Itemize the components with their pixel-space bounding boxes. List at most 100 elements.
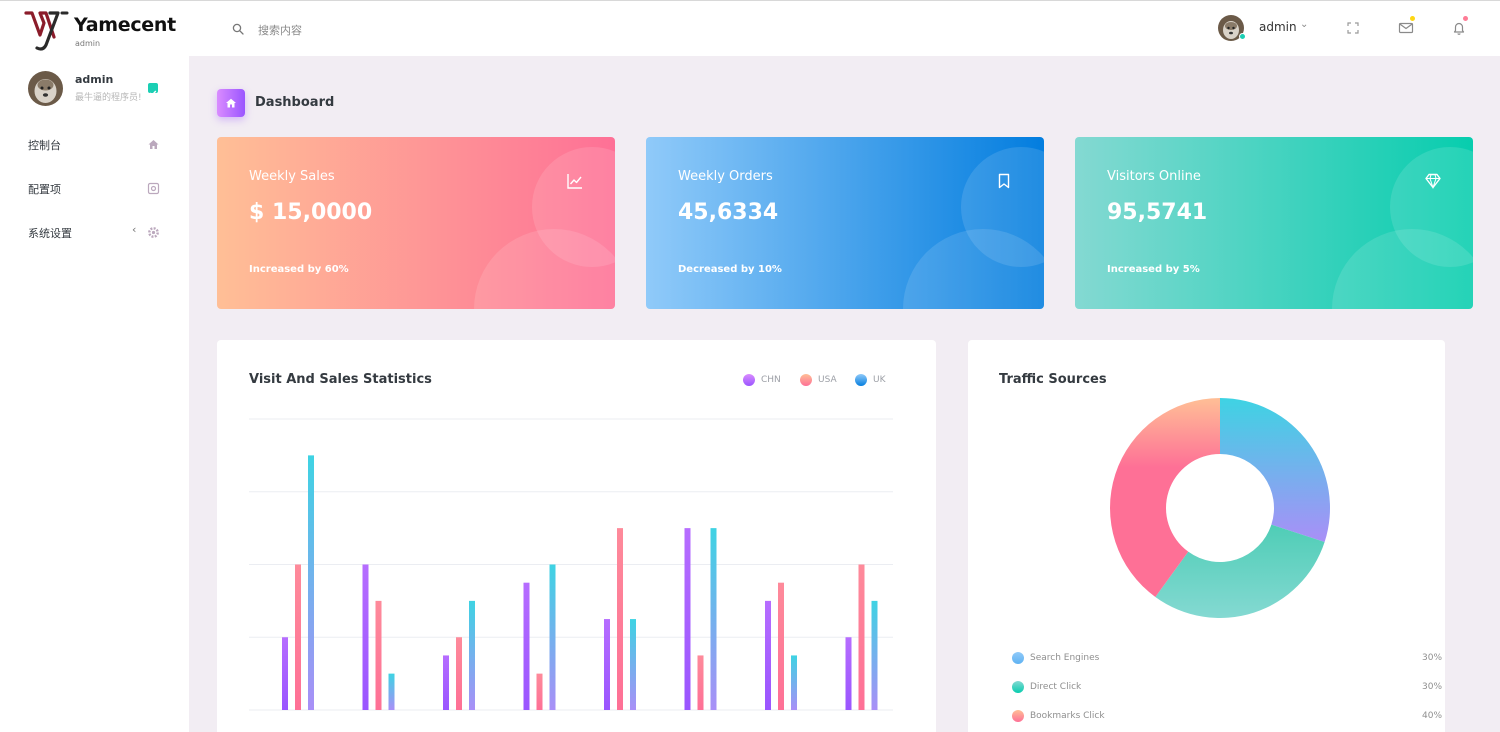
traffic-value: 30% <box>1422 682 1443 692</box>
stat-note: Increased by 5% <box>1107 264 1200 275</box>
bar-chn-1[interactable] <box>282 637 288 710</box>
sidebar-item-label: 配置项 <box>28 183 61 196</box>
legend-dot <box>743 374 755 386</box>
bar-usa-1[interactable] <box>295 564 301 711</box>
bar-chn-7[interactable] <box>765 600 771 710</box>
brand-logo[interactable]: Yamecent admin <box>24 7 184 51</box>
traffic-label: Bookmarks Click <box>1030 711 1105 721</box>
stat-title: Visitors Online <box>1107 169 1201 184</box>
bookmark-icon <box>998 173 1010 189</box>
bar-chn-8[interactable] <box>845 637 852 710</box>
bar-uk-7[interactable] <box>791 655 797 710</box>
top-navbar: Yamecent admin admin ⌄ <box>0 0 1500 56</box>
bar-chn-6[interactable] <box>684 528 691 710</box>
bar-usa-8[interactable] <box>858 564 865 711</box>
legend-dot <box>855 374 867 386</box>
bar-uk-4[interactable] <box>549 564 556 711</box>
stat-card-visitors-online: Visitors Online 95,5741 Increased by 5% <box>1075 137 1473 309</box>
sidebar-item-label: 系统设置 <box>28 227 72 240</box>
bar-usa-6[interactable] <box>697 655 704 710</box>
bar-chart <box>249 418 893 711</box>
stat-card-weekly-orders: Weekly Orders 45,6334 Decreased by 10% <box>646 137 1044 309</box>
stat-title: Weekly Sales <box>249 169 335 184</box>
sidebar-item-label: 控制台 <box>28 139 61 152</box>
search-box <box>232 19 492 41</box>
bar-uk-6[interactable] <box>710 528 717 710</box>
sidebar: admin 最牛逼的程序员! 控制台 配置项 系统设置 ‹ <box>0 56 189 732</box>
bar-usa-4[interactable] <box>536 673 543 710</box>
traffic-sources-card: Traffic Sources Search Engines 30% Direc… <box>968 340 1445 732</box>
stat-value: $ 15,0000 <box>249 200 373 225</box>
home-icon <box>148 140 159 149</box>
avatar <box>28 71 63 106</box>
bar-chn-4[interactable] <box>523 582 530 710</box>
stat-value: 45,6334 <box>678 200 779 225</box>
bar-uk-1[interactable] <box>308 455 314 710</box>
envelope-icon <box>1398 22 1414 34</box>
bar-uk-3[interactable] <box>469 600 475 710</box>
fullscreen-icon <box>1347 22 1359 34</box>
bell-icon <box>1453 22 1465 35</box>
bar-usa-7[interactable] <box>778 582 784 710</box>
visit-sales-chart-card: Visit And Sales Statistics CHN USA UK <box>217 340 936 732</box>
brand-subtitle: admin <box>75 39 101 48</box>
traffic-dot <box>1012 710 1024 722</box>
chevron-down-icon: ⌄ <box>1300 19 1309 30</box>
chart-line-icon <box>567 174 582 189</box>
search-input[interactable] <box>258 19 478 41</box>
bar-usa-5[interactable] <box>617 528 623 710</box>
bar-uk-8[interactable] <box>871 600 878 710</box>
gear-icon <box>148 227 159 238</box>
bar-uk-5[interactable] <box>630 619 636 710</box>
sidebar-profile-description: 最牛逼的程序员! <box>75 93 142 103</box>
search-icon <box>232 23 244 35</box>
bar-chn-5[interactable] <box>604 619 610 710</box>
stat-title: Weekly Orders <box>678 169 773 184</box>
traffic-value: 30% <box>1422 653 1443 663</box>
donut-slice-direct-click[interactable] <box>1155 524 1325 618</box>
legend-label: CHN <box>761 375 781 385</box>
stat-card-weekly-sales: Weekly Sales $ 15,0000 Increased by 60% <box>217 137 615 309</box>
home-icon <box>226 98 236 108</box>
traffic-label: Direct Click <box>1030 682 1082 692</box>
notifications-button[interactable] <box>1450 16 1470 39</box>
legend-dot <box>800 374 812 386</box>
sidebar-item-system-settings[interactable]: 系统设置 ‹ <box>0 217 189 247</box>
bar-usa-2[interactable] <box>375 600 382 710</box>
page-header: Dashboard <box>217 89 517 119</box>
stat-note: Decreased by 10% <box>678 264 782 275</box>
traffic-item-bookmarks-click: Bookmarks Click 40% <box>1012 709 1442 725</box>
page-title: Dashboard <box>255 95 335 110</box>
diamond-icon <box>1425 173 1441 190</box>
traffic-dot <box>1012 652 1024 664</box>
navbar-profile-dropdown[interactable]: admin ⌄ <box>1218 15 1318 43</box>
donut-slice-bookmarks-click[interactable] <box>1110 398 1220 597</box>
brand-mark-icon <box>24 11 69 51</box>
sidebar-profile[interactable]: admin 最牛逼的程序员! <box>28 71 178 111</box>
online-status-dot <box>1239 33 1246 40</box>
sidebar-item-dashboard[interactable]: 控制台 <box>0 129 189 159</box>
sidebar-item-config[interactable]: 配置项 <box>0 173 189 203</box>
fullscreen-button[interactable] <box>1344 19 1364 39</box>
stat-note: Increased by 60% <box>249 264 349 275</box>
legend-label: USA <box>818 375 837 385</box>
chevron-left-icon: ‹ <box>132 223 137 236</box>
verified-check-icon <box>148 83 158 97</box>
brand-name: Yamecent <box>74 14 176 36</box>
bar-usa-3[interactable] <box>456 637 462 710</box>
page-icon <box>217 89 245 117</box>
traffic-value: 40% <box>1422 711 1443 721</box>
sidebar-profile-name: admin <box>75 73 114 86</box>
mail-badge-dot <box>1410 16 1415 21</box>
traffic-item-search-engines: Search Engines 30% <box>1012 651 1442 667</box>
bar-uk-2[interactable] <box>388 673 395 710</box>
bar-chn-2[interactable] <box>362 564 369 711</box>
donut-slice-search-engines[interactable] <box>1220 398 1330 542</box>
traffic-item-direct-click: Direct Click 30% <box>1012 680 1442 696</box>
traffic-dot <box>1012 681 1024 693</box>
traffic-donut-chart <box>1110 398 1330 618</box>
bar-chn-3[interactable] <box>443 655 449 710</box>
traffic-label: Search Engines <box>1030 653 1100 663</box>
navbar-user-name: admin <box>1259 20 1297 34</box>
messages-button[interactable] <box>1397 16 1417 39</box>
